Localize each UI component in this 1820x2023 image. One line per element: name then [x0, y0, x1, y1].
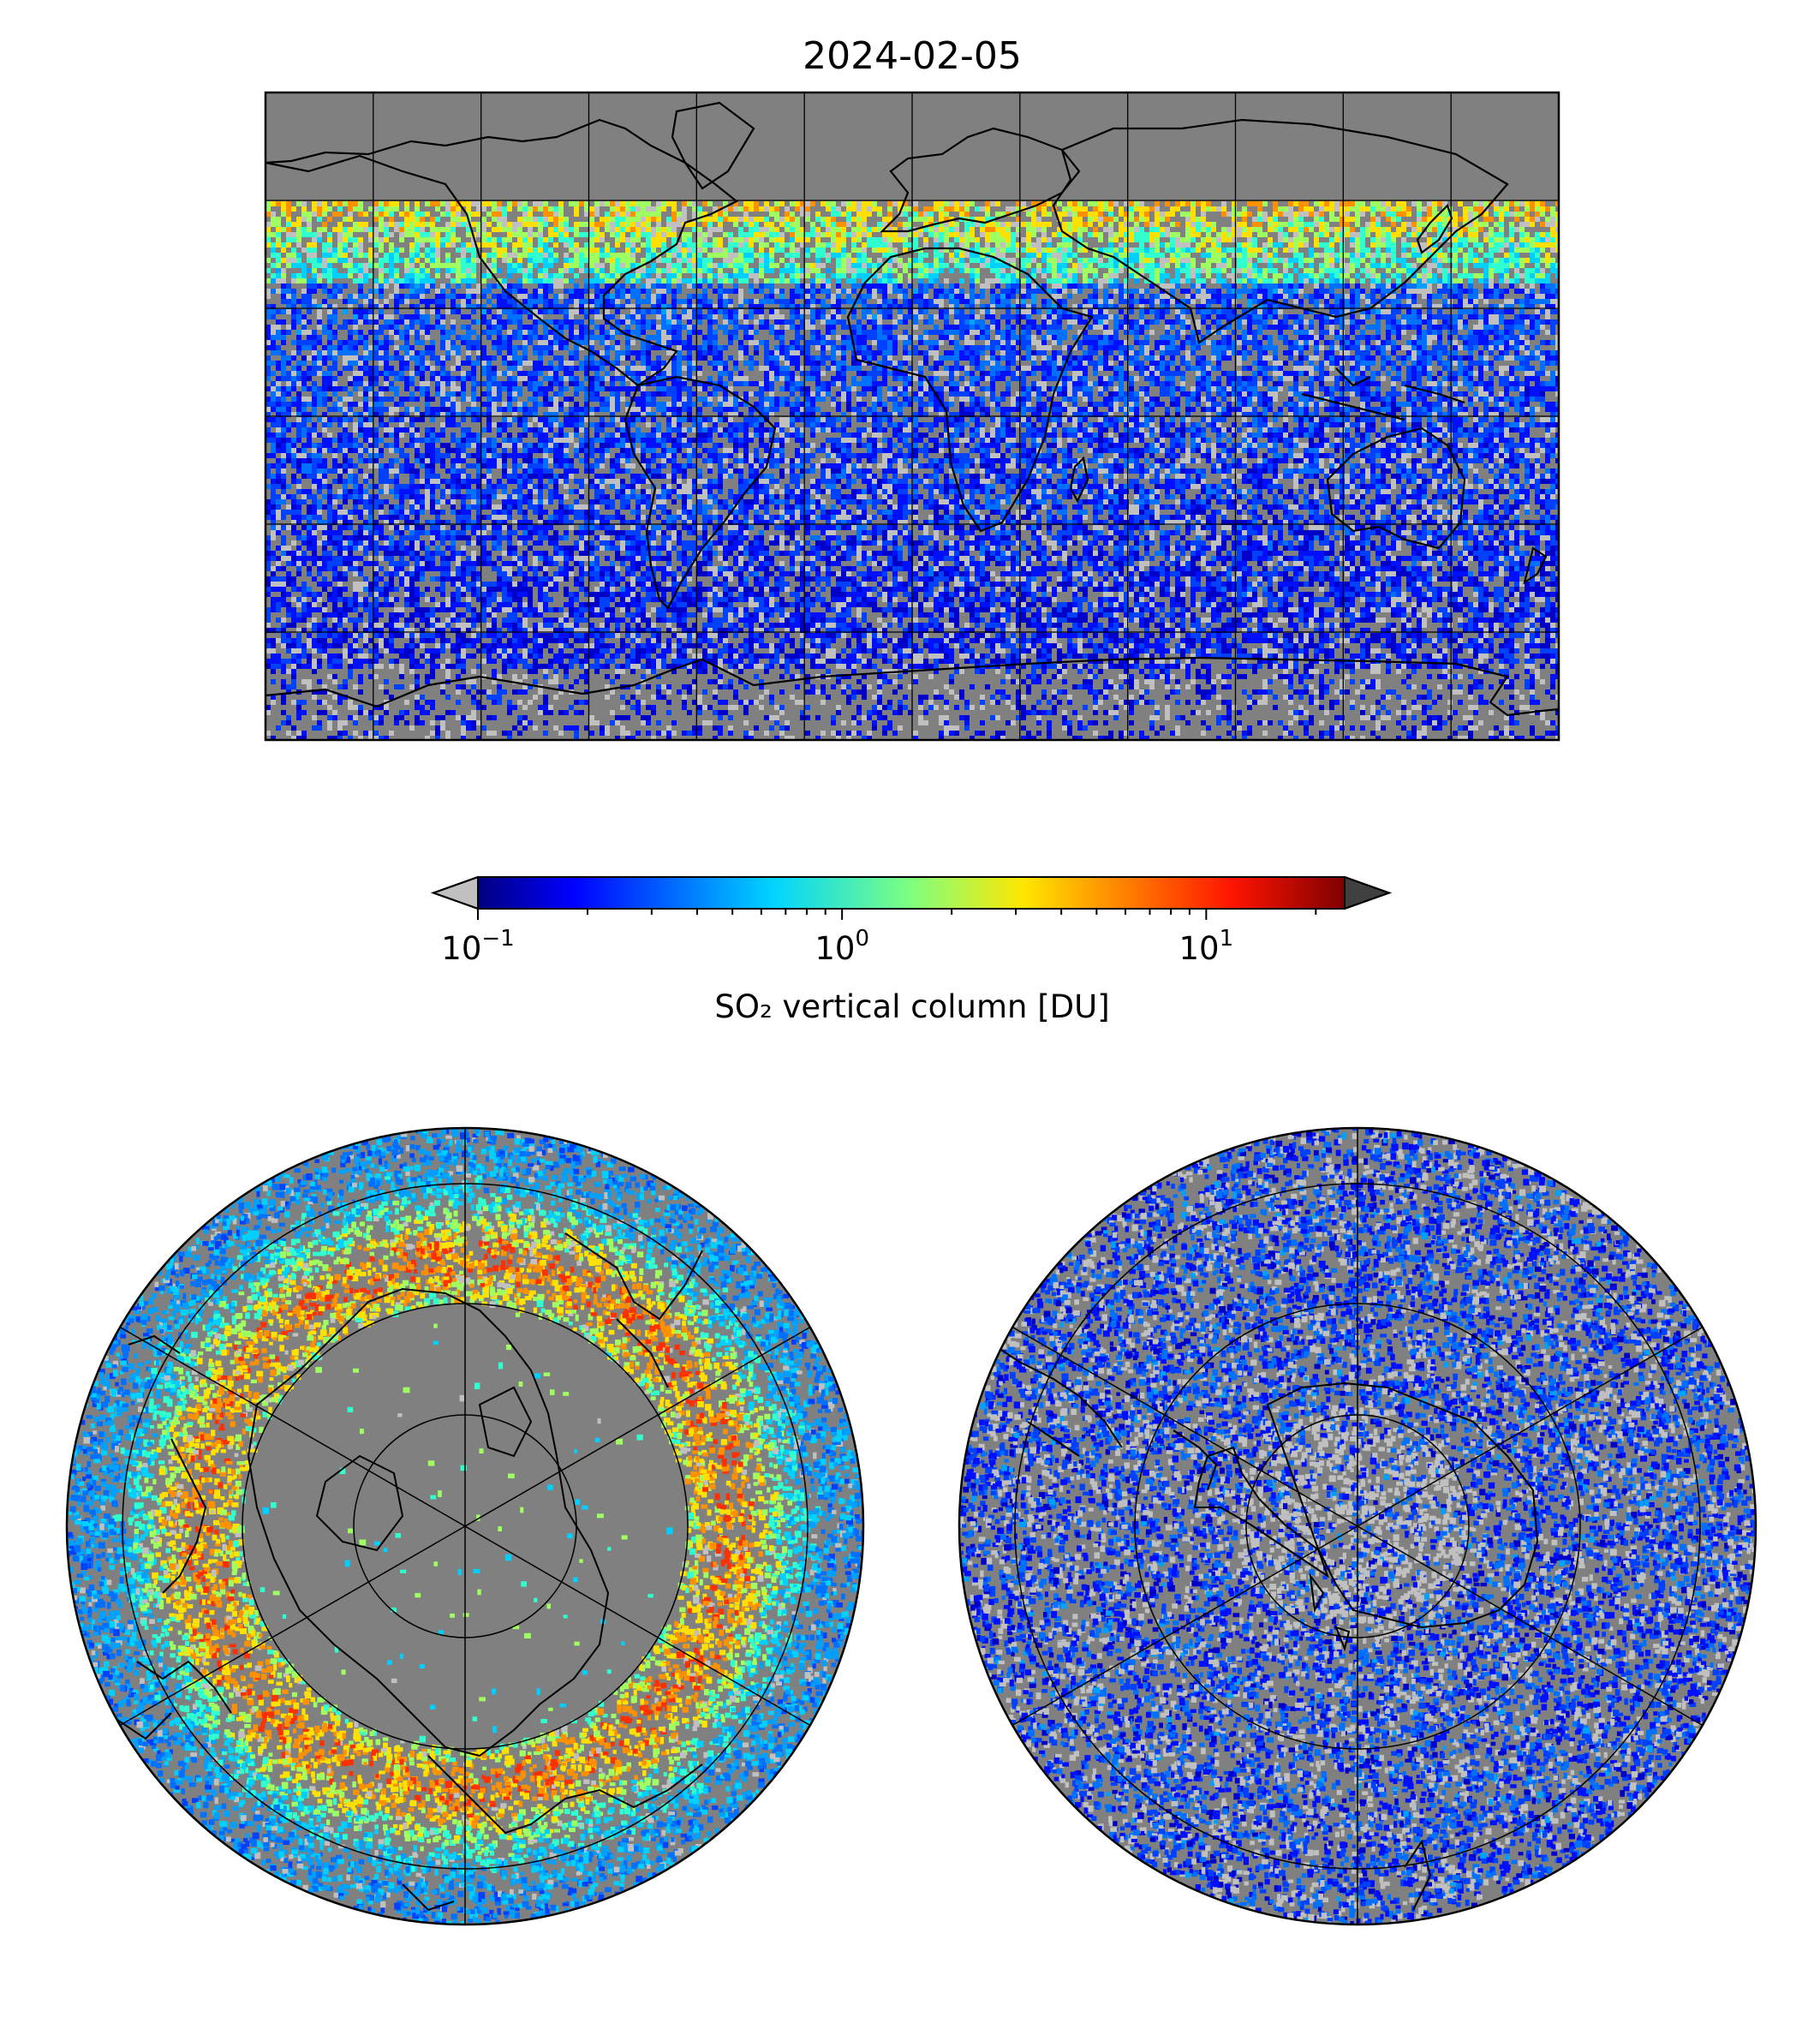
south-map-frame: [958, 1126, 1757, 1926]
south-coastlines: [993, 1344, 1539, 1911]
colorbar-tick-label: 101: [1179, 926, 1234, 967]
global-coastlines: [266, 101, 1559, 717]
colorbar-tick-labels: 10−1 100 101: [441, 926, 1233, 967]
south-so2-pixels: [959, 1128, 1756, 1925]
colorbar-under-extension: [431, 875, 479, 910]
colorbar-tick-label: 10−1: [441, 926, 514, 967]
global-graticule: [266, 92, 1559, 740]
global-map-frame: [264, 91, 1560, 742]
colorbar-over-extension: [1344, 875, 1392, 910]
north-graticule: [119, 1128, 811, 1925]
colorbar-gradient: [478, 877, 1345, 909]
north-polar-map: [65, 1126, 865, 1926]
global-so2-pixels: [266, 201, 1559, 740]
colorbar-tick-label: 100: [815, 926, 869, 967]
colorbar-label: SO₂ vertical column [DU]: [714, 988, 1109, 1025]
north-map-frame: [65, 1126, 865, 1926]
colorbar-ticks: [477, 909, 1317, 920]
global-map: [264, 91, 1560, 742]
south-polar-map: [958, 1126, 1757, 1926]
south-graticule: [1011, 1128, 1704, 1925]
colorbar: 10−1 100 101 SO₂ vertical column [DU]: [431, 875, 1392, 1025]
figure-title: 2024-02-05: [803, 34, 1022, 78]
